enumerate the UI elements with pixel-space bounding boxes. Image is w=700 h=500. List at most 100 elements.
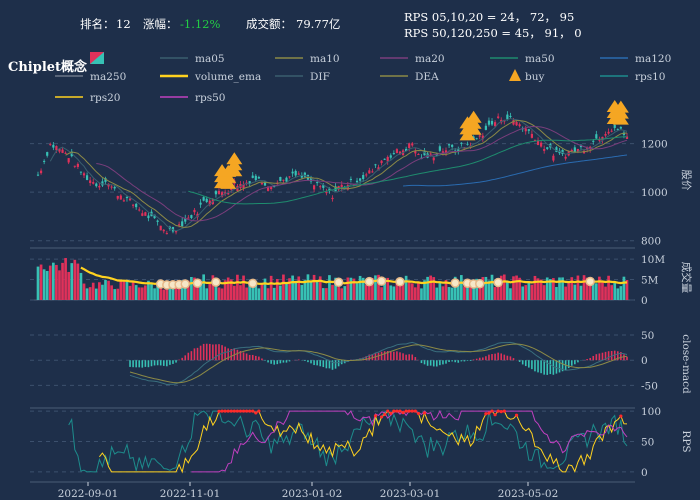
volume-bar: [398, 280, 402, 300]
volume-bar: [361, 277, 365, 300]
candle-body: [147, 215, 150, 219]
macd-histogram-bar: [570, 360, 573, 366]
rps-tick-label: 0: [641, 467, 648, 479]
volume-bar: [239, 285, 242, 300]
legend-label-rps50: rps50: [195, 92, 226, 104]
macd-histogram-bar: [132, 360, 134, 368]
volume-bar: [94, 288, 98, 300]
macd-histogram-bar: [457, 360, 460, 363]
candle-body: [613, 124, 616, 128]
volume-bar: [536, 278, 540, 300]
volume-bar: [591, 280, 595, 300]
volume-bar: [122, 280, 126, 300]
macd-histogram-bar: [313, 360, 315, 366]
candle-body: [248, 181, 251, 184]
volume-bar: [174, 281, 178, 300]
volume-bar: [548, 279, 552, 300]
volume-bar: [58, 270, 61, 300]
candle-body: [202, 197, 205, 201]
buy-signal-marker: [226, 152, 243, 165]
legend-label-ma10: ma10: [310, 53, 340, 65]
macd-histogram-bar: [598, 353, 601, 361]
macd-histogram-bar: [574, 360, 576, 365]
macd-histogram-bar: [478, 357, 481, 361]
volume-bar: [275, 278, 279, 300]
candle-body: [365, 174, 368, 176]
macd-histogram-bar: [196, 347, 199, 361]
macd-histogram-bar: [592, 355, 595, 361]
volume-bar: [527, 281, 531, 300]
rps-hot-marker: [223, 409, 227, 413]
rps-hot-marker: [392, 409, 396, 413]
rps-axis-label: RPS: [680, 430, 692, 452]
candle-body: [380, 160, 383, 164]
candle-body: [254, 175, 257, 180]
rps-hot-marker: [251, 409, 255, 413]
macd-histogram-bar: [276, 360, 279, 365]
candle-body: [475, 138, 478, 140]
macd-histogram-bar: [445, 360, 447, 364]
buy-signal-marker: [465, 110, 482, 123]
candle-body: [374, 164, 377, 166]
macd-histogram-bar: [285, 360, 288, 363]
volume-bar: [88, 287, 92, 300]
volume-bar: [447, 287, 451, 300]
volume-bar: [395, 280, 399, 300]
rps-line-1: RPS 05,10,20 = 24， 72， 95: [404, 10, 574, 24]
volume-bar: [196, 285, 199, 300]
legend-label-ma20: ma20: [415, 53, 445, 65]
macd-histogram-bar: [144, 360, 147, 367]
x-tick-label: 2023-03-01: [380, 488, 441, 500]
volume-bar: [561, 277, 564, 300]
volume-bar: [594, 283, 598, 300]
candle-body: [61, 149, 64, 153]
candle-body: [214, 191, 218, 195]
volume-bar: [150, 283, 153, 300]
macd-histogram-bar: [497, 352, 499, 361]
macd-histogram-bar: [626, 356, 628, 361]
price-tick-label: 1000: [641, 187, 668, 199]
candle-body: [325, 192, 328, 194]
macd-histogram-bar: [524, 360, 527, 367]
rps-hot-marker: [619, 414, 623, 418]
volume-bar: [607, 275, 610, 300]
volume-bar: [245, 287, 248, 300]
macd-histogram-bar: [377, 352, 380, 361]
macd-histogram-bar: [282, 360, 285, 363]
candle-body: [408, 143, 411, 149]
candle-body: [46, 152, 49, 156]
candle-body: [116, 196, 119, 199]
volume-bar: [144, 285, 147, 300]
macd-histogram-bar: [319, 360, 322, 367]
candle-body: [52, 144, 55, 148]
macd-histogram-bar: [242, 352, 245, 361]
macd-histogram-bar: [251, 354, 254, 361]
candle-body: [113, 186, 116, 189]
candle-body: [128, 198, 132, 201]
volume-bar: [469, 285, 472, 300]
volume-bar: [162, 289, 166, 300]
macd-histogram-bar: [423, 360, 426, 365]
volume-bar: [48, 265, 52, 300]
candle-body: [36, 174, 40, 176]
volume-bar: [128, 285, 132, 300]
volume-bar: [242, 275, 245, 300]
macd-histogram-bar: [540, 360, 542, 374]
candle-body: [64, 152, 67, 154]
x-tick-label: 2023-05-02: [498, 488, 559, 500]
candle-body: [398, 151, 402, 155]
candle-body: [316, 182, 319, 184]
macd-histogram-bar: [199, 345, 202, 361]
x-tick-label: 2022-09-01: [58, 488, 119, 500]
macd-histogram-bar: [389, 351, 392, 361]
volume-bar: [401, 280, 405, 300]
turnover-value: 79.77亿: [296, 17, 340, 31]
candle-body: [227, 192, 230, 195]
turnover-label: 成交额：: [246, 17, 292, 31]
volume-bar: [331, 285, 334, 300]
volume-bar: [567, 283, 571, 300]
candle-body: [141, 213, 144, 216]
volume-bar: [555, 286, 558, 300]
volume-bar: [530, 284, 534, 300]
macd-histogram-bar: [420, 360, 423, 364]
